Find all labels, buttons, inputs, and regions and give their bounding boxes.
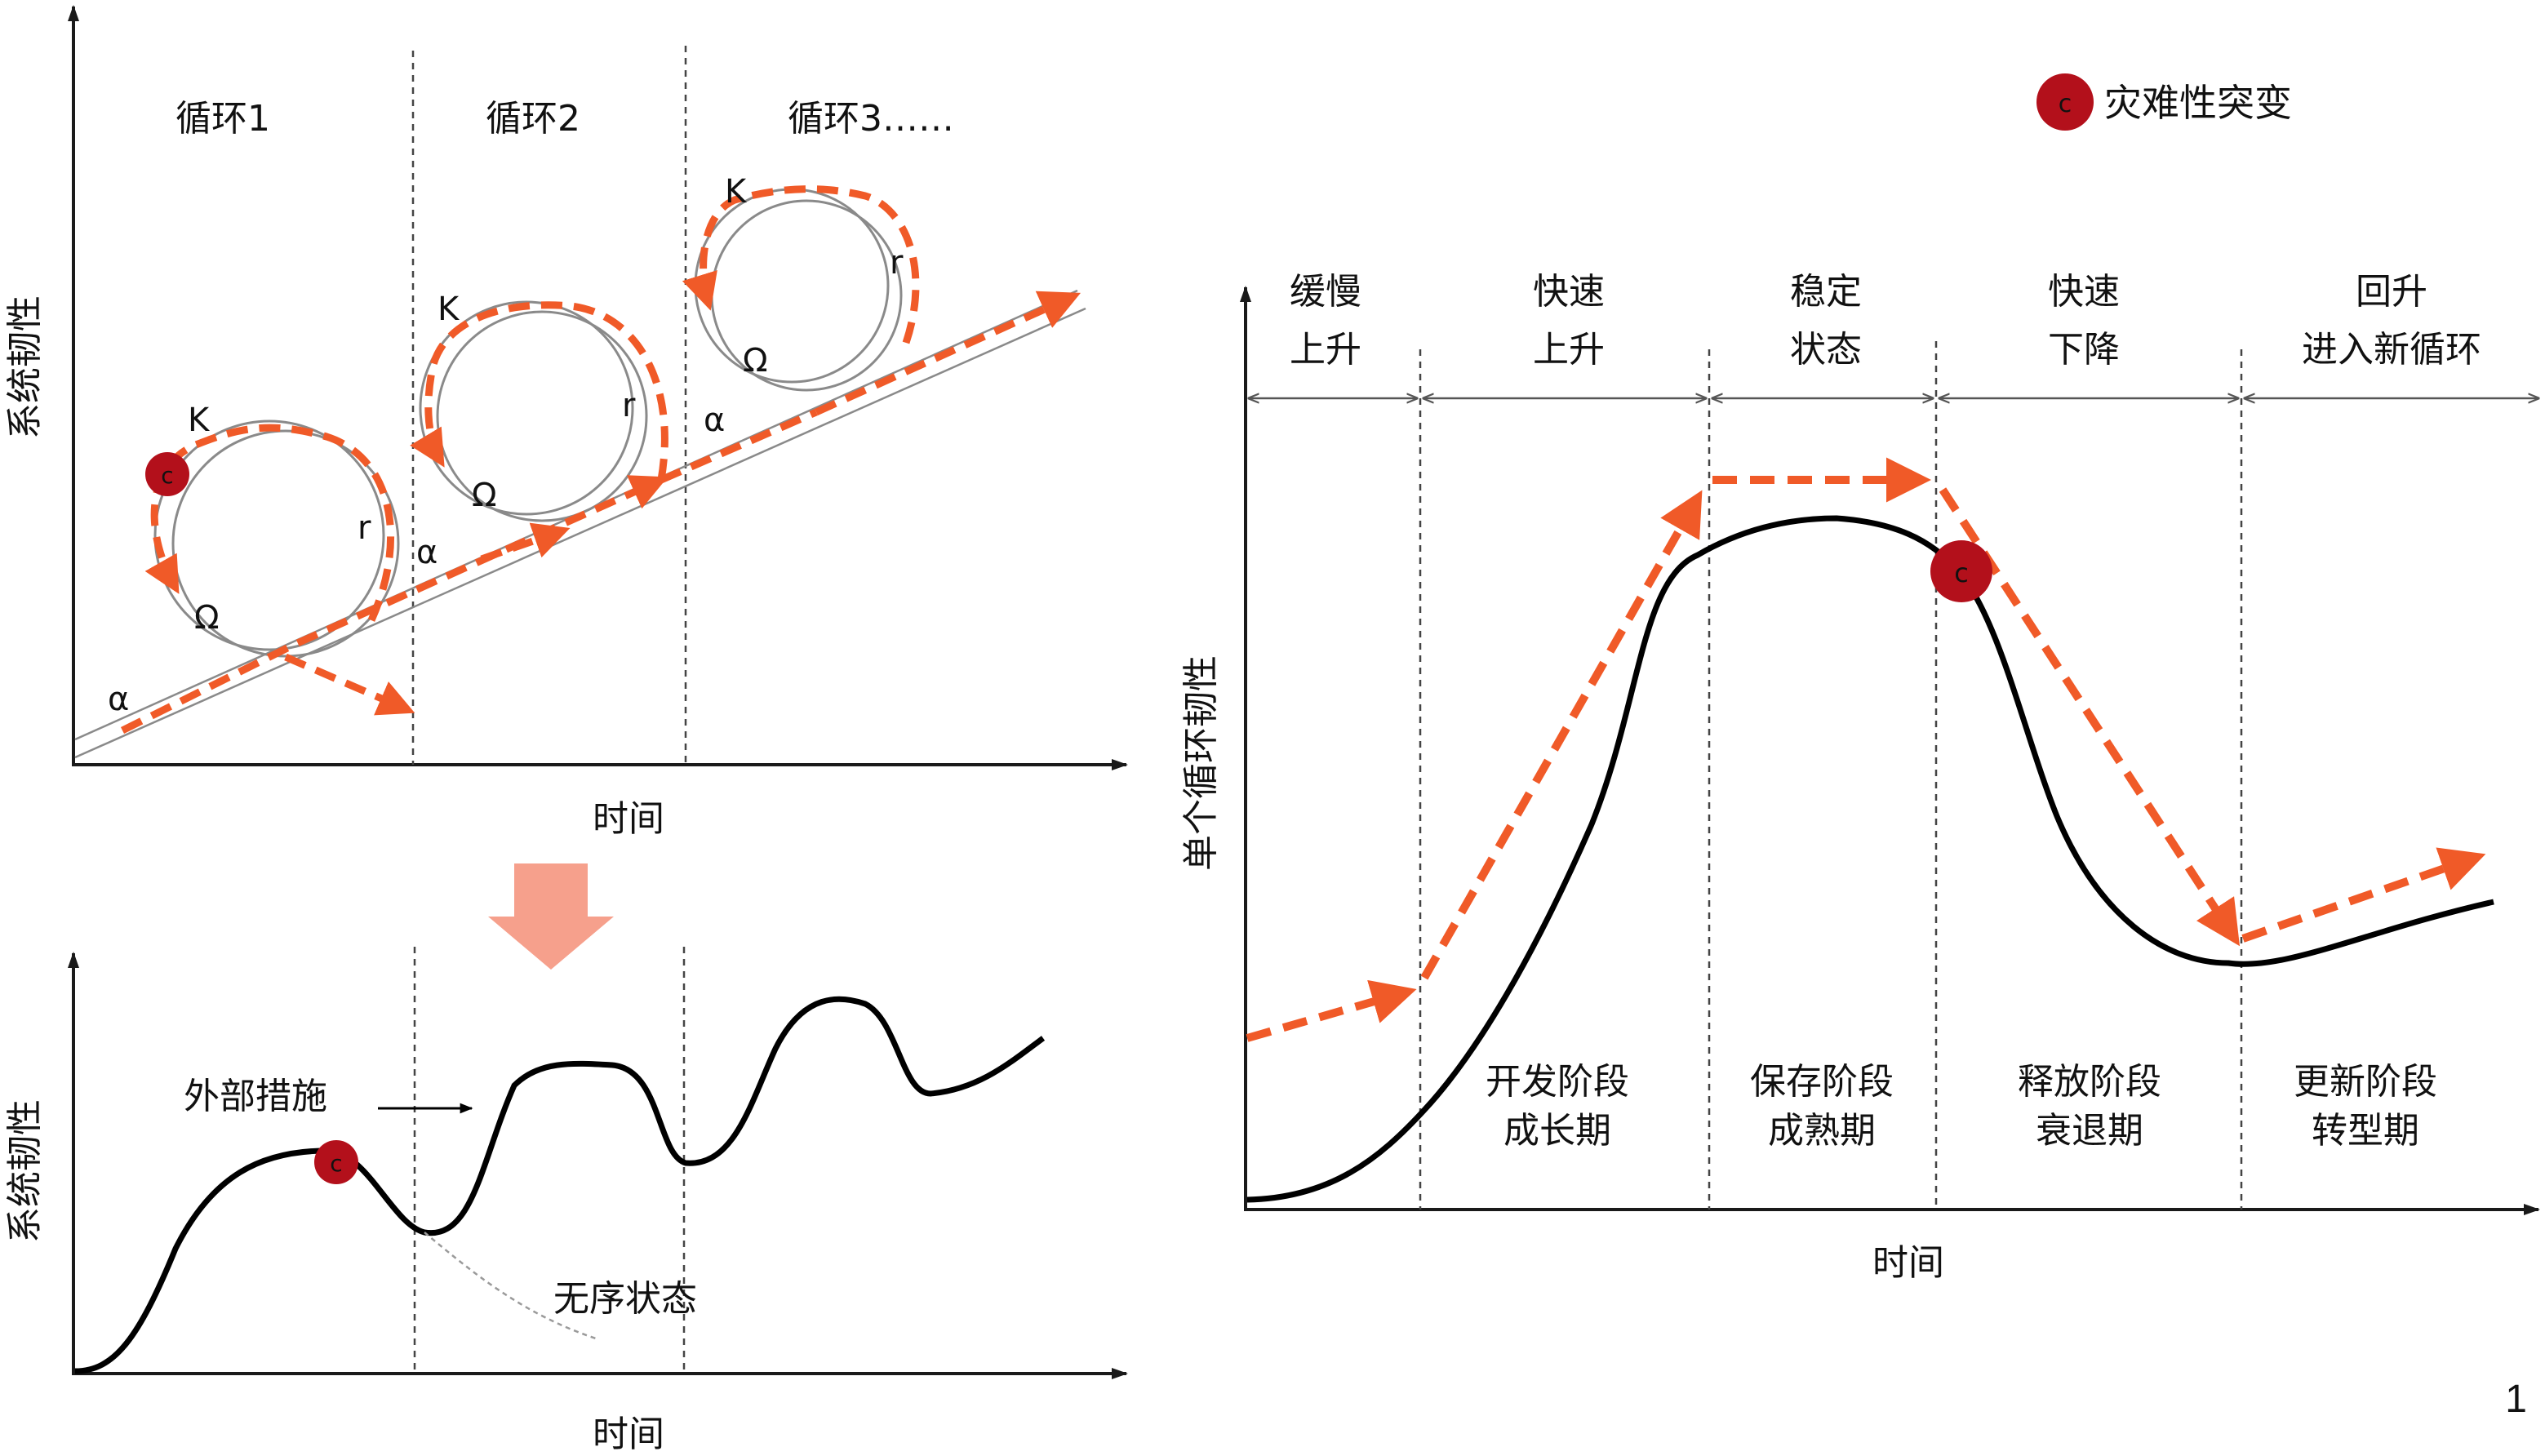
r-phase-bottom-3-line2: 衰退期 xyxy=(2036,1110,2143,1152)
tl-alpha-label-2: α xyxy=(416,534,437,571)
r-dashed-segment-5 xyxy=(2241,847,2486,943)
page-number: 1 xyxy=(2505,1378,2527,1421)
tl-dashed-loop-1 xyxy=(144,424,395,622)
r-dashed-segment-1 xyxy=(1246,979,1417,1042)
svg-text:c: c xyxy=(161,462,173,489)
bl-disorder-path xyxy=(424,1232,597,1340)
tl-dashed-path-end xyxy=(815,291,1082,416)
tl-catastrophe-marker: c xyxy=(145,452,189,496)
tl-cycle-3-title: 循环3…… xyxy=(788,98,954,140)
tl-r-label-2: r xyxy=(622,387,636,424)
tl-cycle-2-title: 循环2 xyxy=(486,98,580,140)
r-phase-top-4-line2: 下降 xyxy=(2048,329,2120,371)
r-phase-top-4-line1: 快速 xyxy=(2048,271,2120,313)
r-y-axis-label: 单个循环韧性 xyxy=(1180,655,1222,871)
bl-external-measures-label: 外部措施 xyxy=(184,1076,327,1117)
bl-disorder-label: 无序状态 xyxy=(553,1278,697,1320)
svg-text:c: c xyxy=(1954,557,1969,588)
big-down-arrow xyxy=(488,863,614,970)
bottom-left-panel: c 外部措施 无序状态 时间 系统韧性 xyxy=(4,947,1128,1455)
tl-loop-ring-2 xyxy=(419,300,648,522)
tl-r-label-1: r xyxy=(358,509,371,547)
r-phase-top-2-line2: 上升 xyxy=(1533,329,1605,371)
legend: c 灾难性突变 xyxy=(2036,73,2292,131)
tl-k-label-1: K xyxy=(188,402,211,439)
r-resilience-curve xyxy=(1246,515,2494,1203)
tl-alpha-label-1: α xyxy=(108,681,129,718)
bl-catastrophe-marker: c xyxy=(314,1140,358,1184)
r-phase-bottom-4-line2: 转型期 xyxy=(2312,1110,2419,1152)
bl-resilience-curve xyxy=(74,996,1046,1374)
r-phase-bottom-3-line1: 释放阶段 xyxy=(2018,1061,2161,1103)
svg-text:c: c xyxy=(330,1150,342,1177)
bl-x-axis-label: 时间 xyxy=(593,1414,664,1455)
r-phase-top-5-line2: 进入新循环 xyxy=(2302,329,2481,371)
r-phase-bottom-1-line1: 开发阶段 xyxy=(1486,1061,1629,1103)
tl-dashed-path-mid2 xyxy=(660,408,818,484)
r-phase-top-1-line1: 缓慢 xyxy=(1290,271,1361,313)
tl-k-label-3: K xyxy=(725,173,748,211)
tl-dashed-path-mid xyxy=(480,522,571,563)
r-dashed-segment-2 xyxy=(1420,490,1703,980)
tl-omega-label-1: Ω xyxy=(194,599,220,637)
tl-omega-label-2: Ω xyxy=(472,477,497,514)
tl-y-axis-label: 系统韧性 xyxy=(4,295,46,439)
tl-alpha-label-3: α xyxy=(704,402,725,439)
r-phase-top-5-line1: 回升 xyxy=(2356,271,2427,313)
tl-x-axis-label: 时间 xyxy=(593,798,664,840)
tl-omega-label-3: Ω xyxy=(743,342,768,380)
bl-y-axis-label: 系统韧性 xyxy=(4,1099,46,1243)
r-phase-bottom-2-line2: 成熟期 xyxy=(1768,1110,1876,1152)
svg-text:c: c xyxy=(2059,90,2072,118)
r-phase-bottom-2-line1: 保存阶段 xyxy=(1750,1061,1894,1103)
r-phase-bottom-4-line1: 更新阶段 xyxy=(2294,1061,2437,1103)
tl-trend-rail-lower xyxy=(74,307,1086,759)
r-catastrophe-marker: c xyxy=(1930,540,1992,602)
right-panel: c 灾难性突变 缓慢 上升 快速 上升 稳定 状态 快速 xyxy=(1180,73,2540,1284)
tl-dashed-exit-arrow xyxy=(284,653,415,716)
legend-label: 灾难性突变 xyxy=(2104,81,2292,125)
r-phase-bottom-1-line2: 成长期 xyxy=(1503,1110,1611,1152)
tl-k-label-2: K xyxy=(437,291,460,328)
r-phase-top-1-line2: 上升 xyxy=(1290,329,1361,371)
tl-r-label-3: r xyxy=(890,244,904,282)
r-phase-top-3-line2: 状态 xyxy=(1790,329,1862,371)
legend-catastrophe-icon xyxy=(2036,73,2094,131)
top-left-panel: c K r Ω α K r Ω α K r Ω α 循环1 循环2 循环3…… … xyxy=(4,5,1128,840)
r-x-axis-label: 时间 xyxy=(1872,1242,1944,1284)
tl-cycle-1-title: 循环1 xyxy=(175,98,270,140)
tl-loop-ring-1 xyxy=(153,419,400,658)
tl-dashed-loop-2 xyxy=(410,301,668,481)
r-phase-top-2-line1: 快速 xyxy=(1533,271,1605,313)
tl-loop-ring-3 xyxy=(694,188,903,392)
tl-dashed-loop-3 xyxy=(682,185,920,344)
r-phase-top-3-line1: 稳定 xyxy=(1790,271,1862,313)
